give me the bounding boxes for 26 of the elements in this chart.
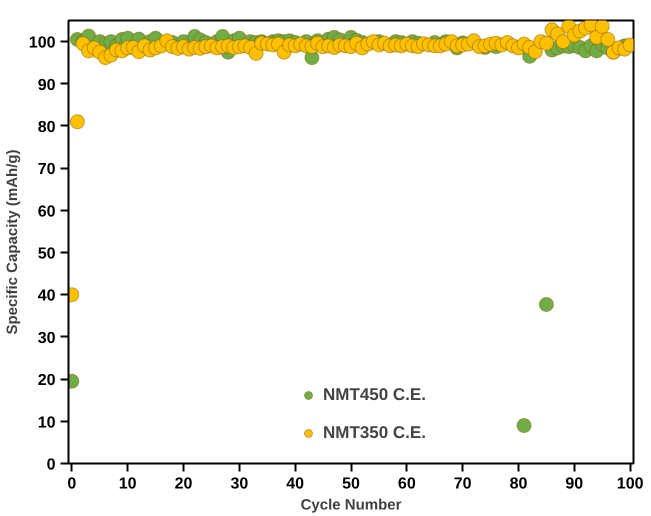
x-tick-label: 100	[616, 476, 644, 492]
y-tick-label: 90	[38, 76, 56, 94]
y-tick-label: 30	[38, 330, 56, 347]
x-tick-label: 30	[230, 476, 248, 492]
x-tick-label: 0	[67, 476, 76, 492]
x-tick-label: 70	[454, 476, 472, 492]
y-tick-label: 60	[38, 203, 56, 220]
x-tick-label: 80	[510, 476, 528, 492]
y-tick-label: 10	[38, 414, 56, 432]
y-axis-title: Specific Capacity (mAh/g)	[4, 149, 21, 335]
x-tick-label: 60	[398, 476, 416, 492]
x-tick-label: 40	[286, 476, 304, 492]
y-tick-label: 80	[38, 118, 56, 136]
x-tick-label: 90	[565, 476, 584, 492]
x-axis-title: Cycle Number	[300, 496, 402, 514]
x-tick-label: 20	[174, 476, 193, 492]
y-tick-label: 0	[46, 456, 56, 474]
x-tick-label: 50	[342, 476, 360, 492]
y-tick-label: 70	[38, 161, 56, 178]
legend-label: NMT450 C.E.	[323, 385, 426, 405]
y-tick-label: 50	[38, 246, 56, 263]
x-tick-label: 10	[118, 476, 137, 492]
y-tick-label: 20	[38, 372, 56, 390]
y-tick-label: 40	[38, 288, 56, 305]
legend-label: NMT350 C.E.	[323, 423, 426, 443]
y-tick-label: 100	[28, 34, 56, 52]
